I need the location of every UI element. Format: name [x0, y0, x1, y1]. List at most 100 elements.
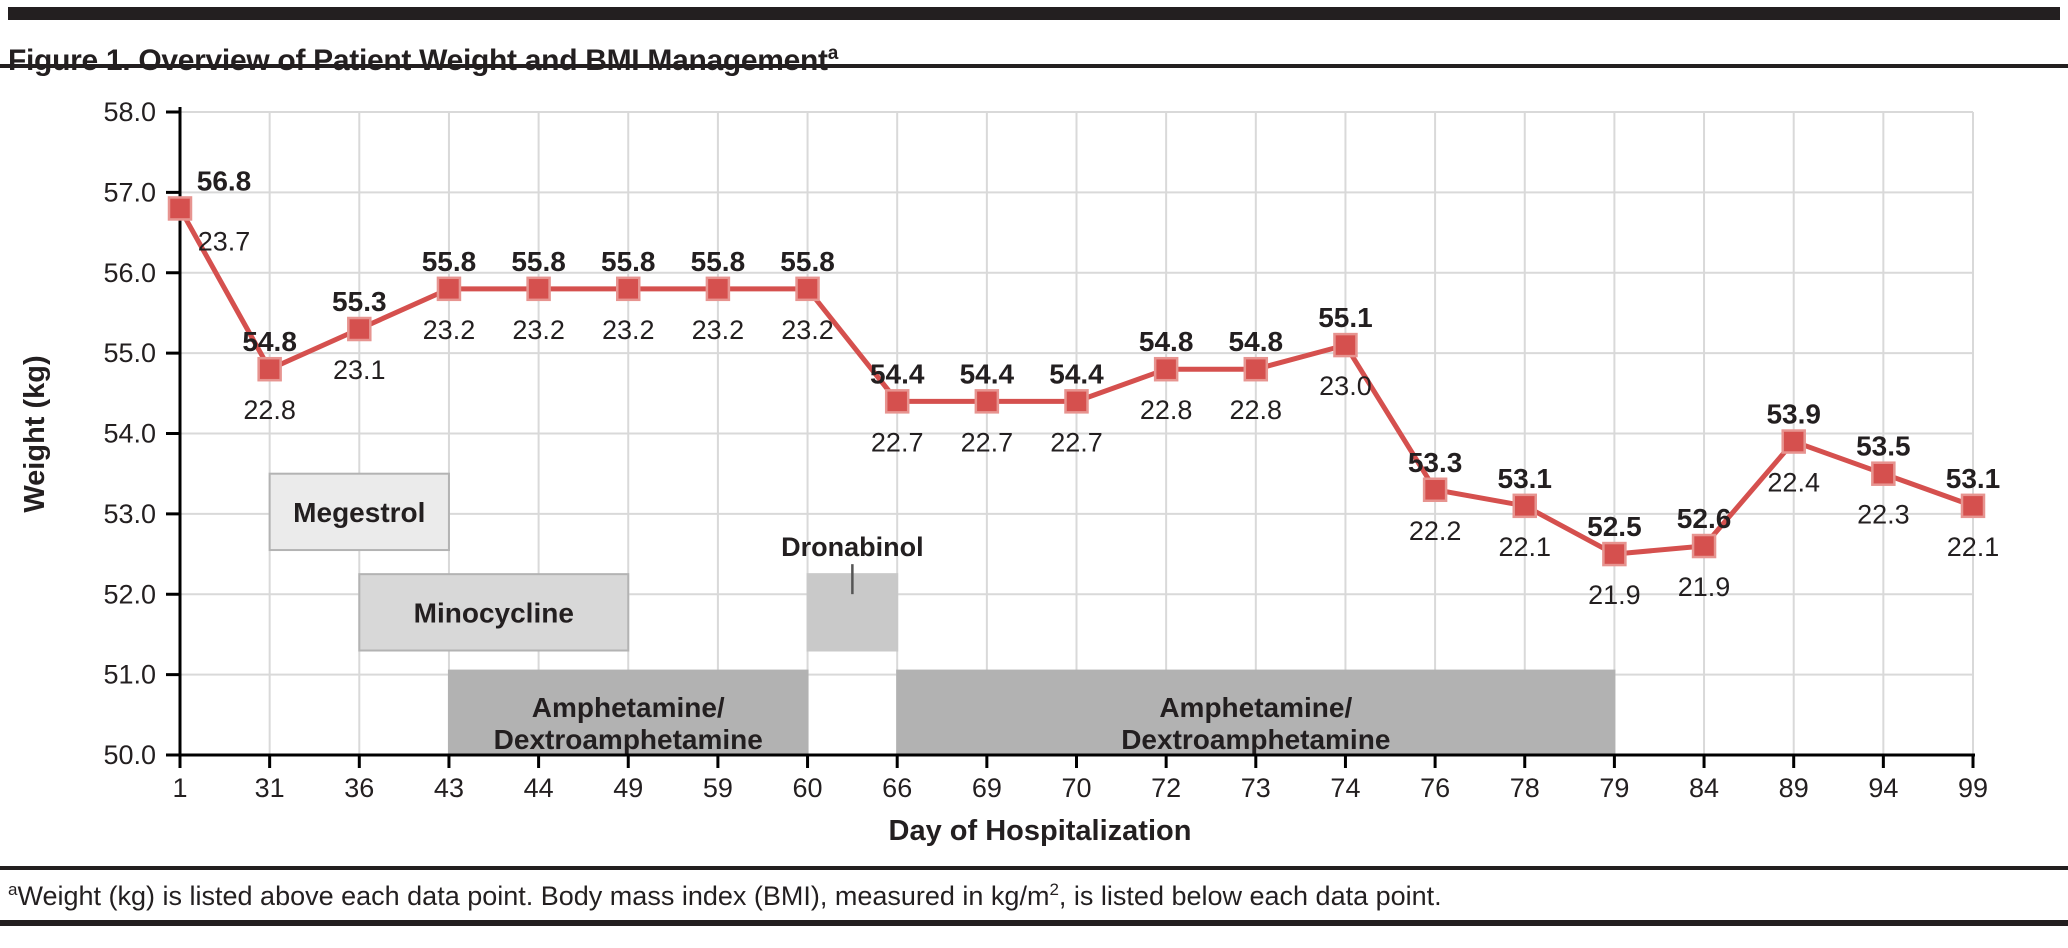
y-tick-label: 57.0 — [103, 177, 156, 207]
weight-value-label: 53.5 — [1856, 431, 1911, 462]
bmi-value-label: 22.4 — [1767, 468, 1820, 498]
x-tick-label: 69 — [972, 773, 1002, 803]
data-point-marker — [1333, 332, 1358, 358]
weight-value-label: 53.1 — [1498, 463, 1553, 494]
weight-value-label: 52.6 — [1677, 503, 1732, 534]
data-point-marker — [1153, 356, 1179, 382]
data-point-marker — [1422, 477, 1448, 503]
bmi-value-label: 22.7 — [1050, 427, 1103, 457]
x-tick-label: 66 — [882, 773, 912, 803]
bmi-value-label: 23.2 — [602, 315, 655, 345]
x-tick-label: 72 — [1151, 773, 1181, 803]
med-label-amphetamine-line2: Dextroamphetamine — [1121, 724, 1390, 755]
weight-value-label: 55.8 — [511, 246, 566, 277]
x-tick-label: 74 — [1330, 773, 1360, 803]
weight-value-label: 53.1 — [1946, 463, 2001, 494]
med-label-amphetamine-line2: Dextroamphetamine — [494, 724, 763, 755]
bmi-value-label: 23.2 — [781, 315, 834, 345]
med-label-dronabinol: Dronabinol — [781, 532, 924, 562]
bmi-value-label: 22.1 — [1947, 532, 2000, 562]
x-tick-label: 94 — [1868, 773, 1898, 803]
bmi-value-label: 23.0 — [1319, 371, 1372, 401]
weight-value-label: 56.8 — [197, 165, 252, 196]
data-point-marker — [616, 276, 641, 302]
med-label-amphetamine-line1: Amphetamine/ — [532, 692, 725, 723]
data-point-marker — [1781, 429, 1806, 454]
x-tick-label: 43 — [434, 773, 464, 803]
x-tick-label: 79 — [1599, 773, 1629, 803]
y-tick-label: 58.0 — [103, 97, 156, 127]
data-point-marker — [1512, 493, 1537, 519]
data-point-marker — [1960, 493, 1986, 519]
bmi-value-label: 22.2 — [1409, 516, 1462, 546]
med-box-megestrol — [268, 472, 450, 552]
x-tick-label: 73 — [1241, 773, 1271, 803]
med-box-minocycline — [358, 573, 630, 652]
footnote-text-2: , is listed below each data point. — [1058, 881, 1442, 911]
x-tick-label: 76 — [1420, 773, 1450, 803]
y-tick-label: 52.0 — [103, 579, 156, 609]
data-point-marker — [1602, 541, 1627, 567]
x-tick-label: 78 — [1510, 773, 1540, 803]
med-label-amphetamine-line1: Amphetamine/ — [1159, 692, 1352, 723]
weight-value-label: 55.8 — [601, 246, 656, 277]
data-point-marker — [167, 196, 193, 221]
data-point-marker — [795, 276, 820, 302]
weight-value-label: 54.4 — [870, 358, 925, 389]
med-box-amphetamine — [447, 669, 809, 757]
bmi-value-label: 21.9 — [1588, 580, 1641, 610]
bmi-value-label: 23.2 — [512, 315, 565, 345]
weight-value-label: 55.8 — [780, 246, 835, 277]
y-tick-label: 54.0 — [103, 419, 156, 449]
weight-value-label: 54.4 — [960, 358, 1015, 389]
data-point-marker — [257, 356, 282, 382]
figure-title-text: Figure 1. Overview of Patient Weight and… — [8, 44, 828, 78]
y-tick-label: 51.0 — [103, 660, 156, 690]
title-superscript: a — [827, 43, 839, 65]
y-tick-label: 55.0 — [103, 338, 156, 368]
y-tick-label: 50.0 — [103, 740, 156, 770]
x-tick-label: 49 — [613, 773, 643, 803]
bmi-value-label: 22.8 — [1230, 395, 1283, 425]
data-point-marker — [347, 316, 372, 342]
footnote: aWeight (kg) is listed above each data p… — [8, 876, 1442, 916]
bmi-value-label: 21.9 — [1678, 572, 1731, 602]
figure-title: Figure 1. Overview of Patient Weight and… — [8, 44, 838, 78]
weight-value-label: 53.9 — [1766, 399, 1821, 430]
bmi-value-label: 22.3 — [1857, 500, 1910, 530]
weight-value-label: 54.8 — [1139, 326, 1194, 357]
footnote-text-1: Weight (kg) is listed above each data po… — [17, 881, 1050, 911]
med-label-megestrol: Megestrol — [293, 497, 425, 528]
bmi-value-label: 22.1 — [1498, 532, 1551, 562]
x-tick-label: 99 — [1958, 773, 1988, 803]
med-label-minocycline: Minocycline — [414, 597, 574, 628]
x-tick-label: 31 — [255, 773, 285, 803]
weight-value-label: 55.8 — [691, 246, 746, 277]
data-point-marker — [1871, 461, 1896, 486]
footnote-superscript-2: 2 — [1049, 880, 1059, 899]
weight-value-label: 54.4 — [1049, 358, 1104, 389]
x-tick-label: 60 — [793, 773, 823, 803]
x-tick-label: 84 — [1689, 773, 1719, 803]
bmi-value-label: 22.8 — [1140, 395, 1193, 425]
weight-value-label: 54.8 — [242, 326, 297, 357]
data-point-marker — [436, 276, 462, 302]
weight-value-label: 54.8 — [1229, 326, 1284, 357]
data-point-marker — [705, 276, 731, 302]
x-tick-label: 44 — [524, 773, 554, 803]
x-tick-label: 1 — [172, 773, 187, 803]
bmi-value-label: 23.7 — [198, 226, 251, 256]
x-tick-label: 89 — [1779, 773, 1809, 803]
data-point-marker — [1691, 533, 1717, 559]
weight-value-label: 55.1 — [1318, 302, 1373, 333]
footnote-bottom-rule — [0, 920, 2068, 926]
data-point-marker — [884, 389, 910, 414]
bmi-value-label: 22.8 — [243, 395, 296, 425]
weight-value-label: 52.5 — [1587, 511, 1642, 542]
data-point-marker — [526, 276, 551, 302]
footnote-superscript-a: a — [8, 880, 18, 899]
bmi-value-label: 22.7 — [961, 427, 1014, 457]
top-rule-bar — [8, 7, 2060, 20]
bmi-value-label: 22.7 — [871, 427, 924, 457]
